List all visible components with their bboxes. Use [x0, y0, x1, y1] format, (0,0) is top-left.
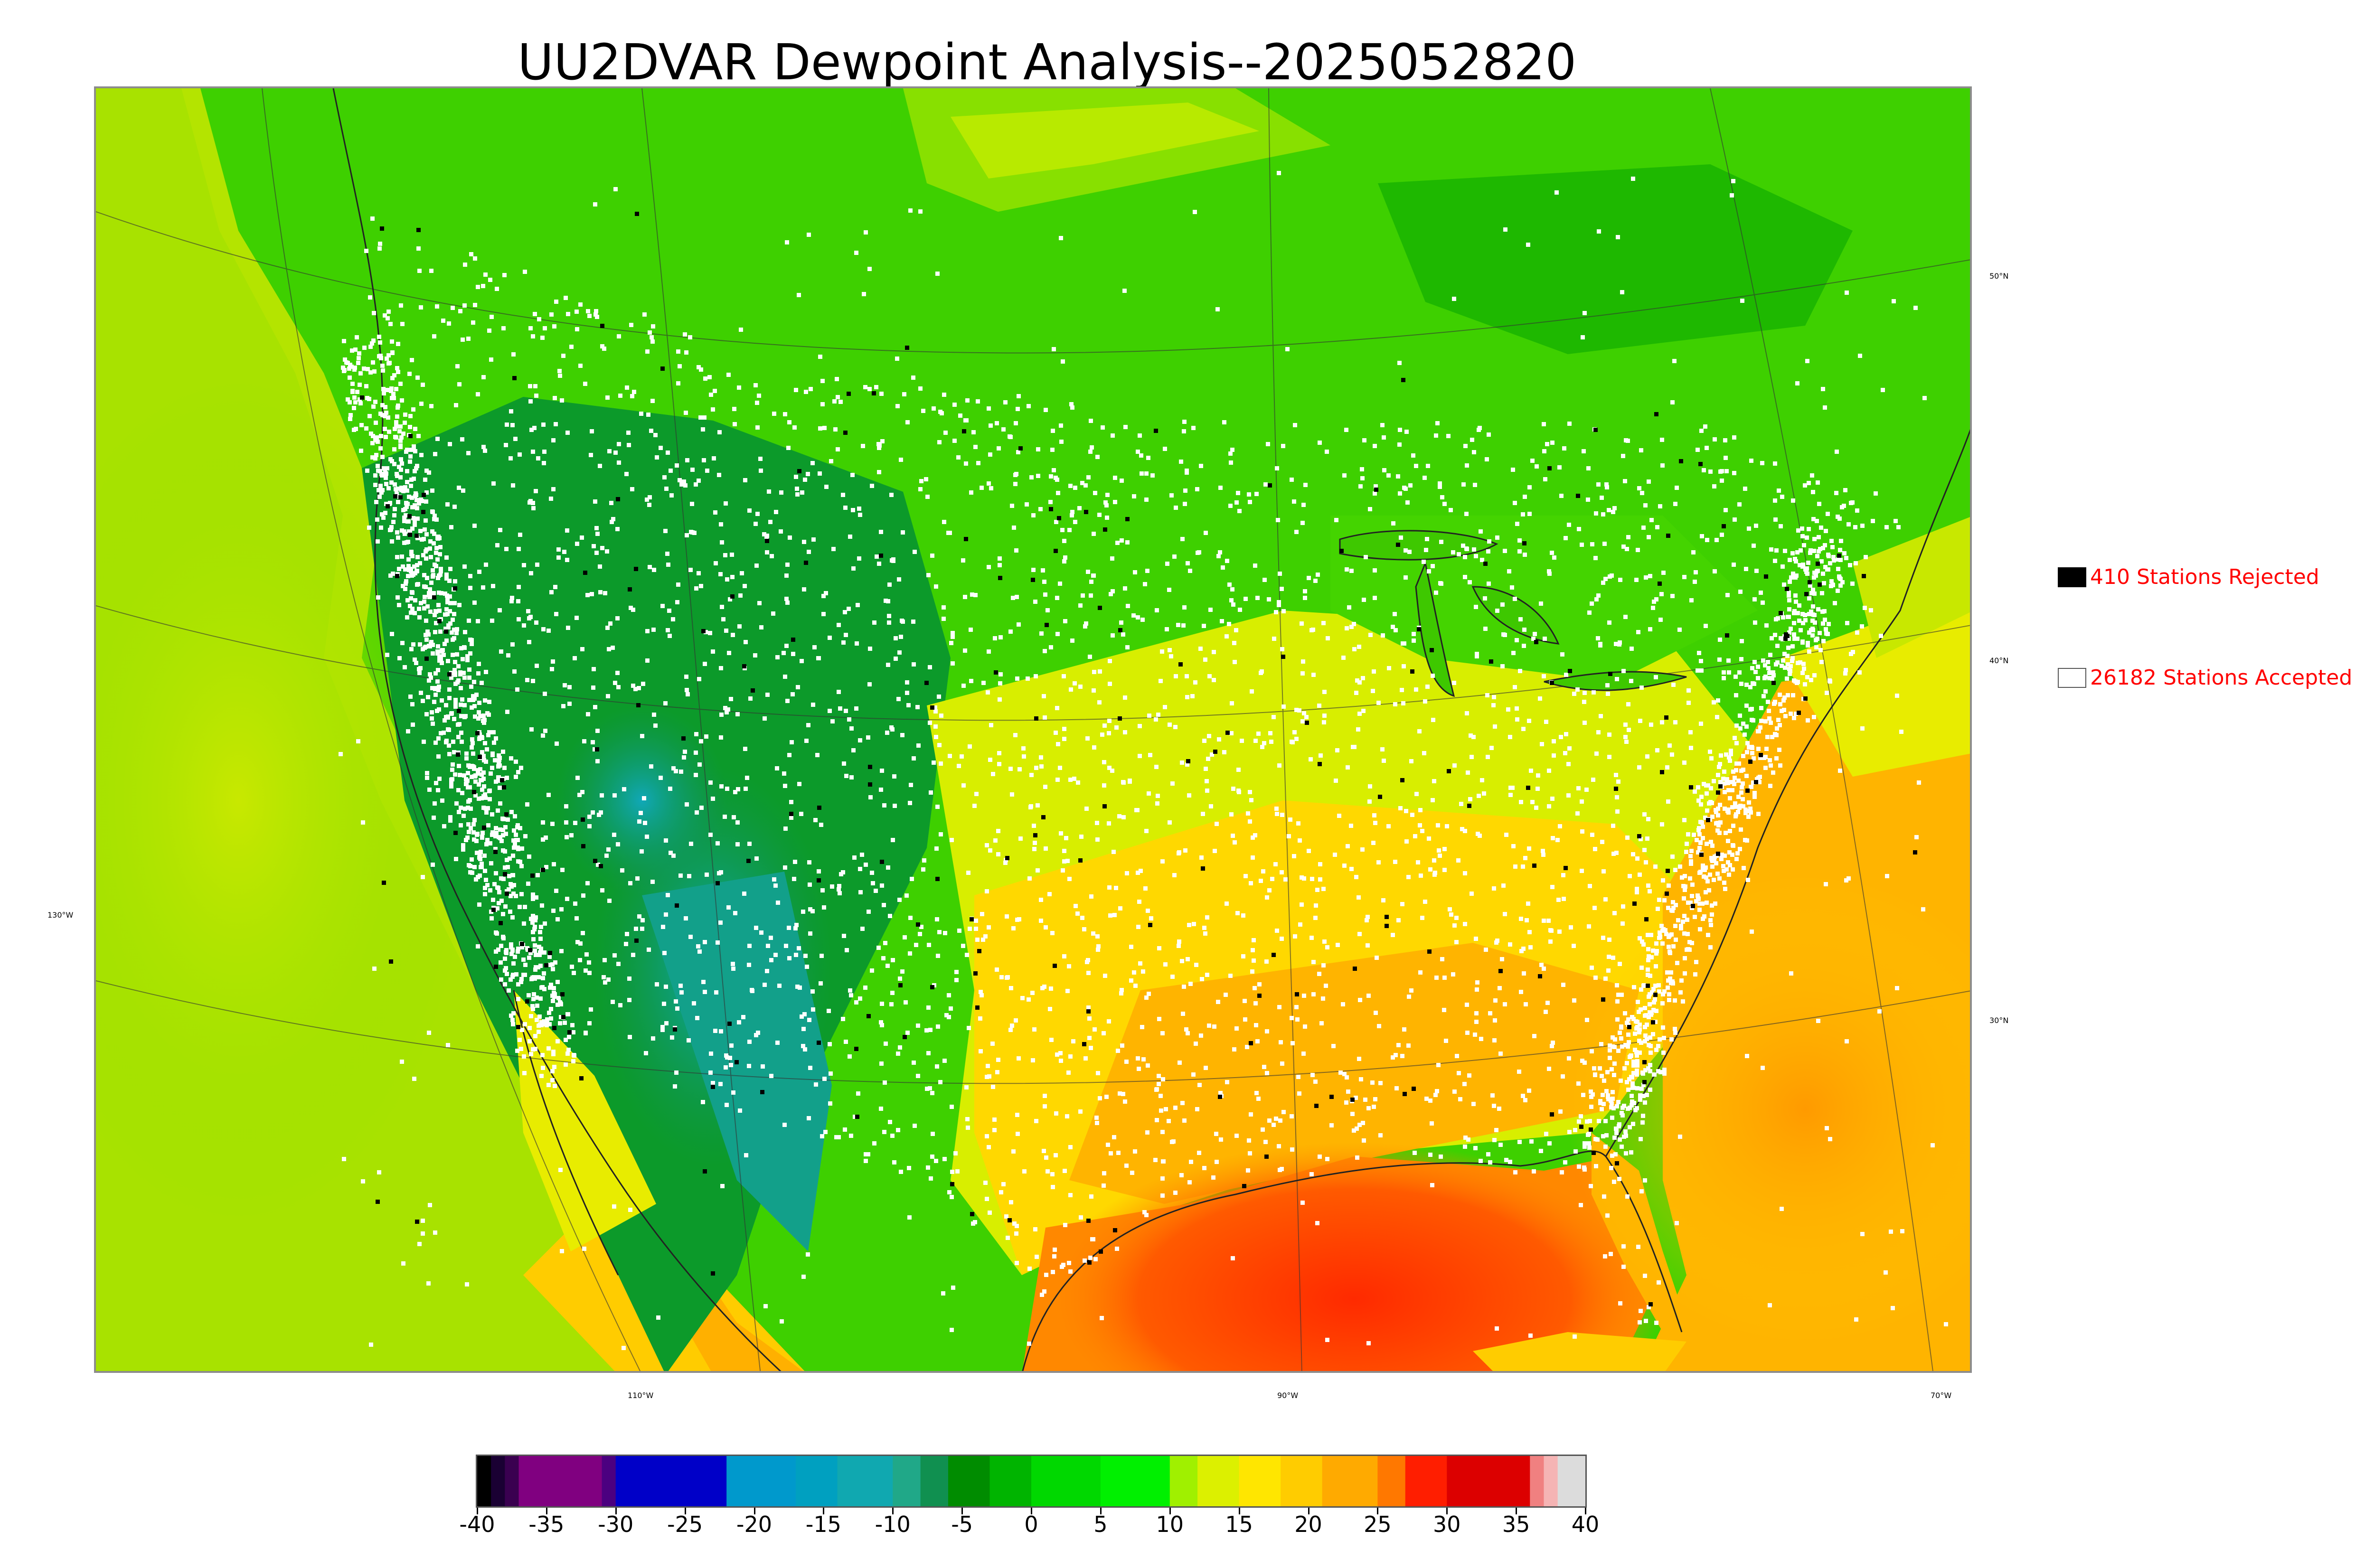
colorbar-band — [1239, 1456, 1281, 1506]
colorbar-tick — [754, 1508, 755, 1514]
colorbar-tick — [892, 1508, 894, 1514]
colorbar-tick-label: 15 — [1225, 1512, 1253, 1537]
graticule — [96, 88, 1970, 1371]
accepted-swatch — [2058, 667, 2086, 688]
lon-label-130w: 130°W — [47, 911, 74, 920]
colorbar-band — [1557, 1456, 1585, 1506]
colorbar-tick-label: -25 — [667, 1512, 703, 1537]
colorbar-tick — [477, 1508, 478, 1514]
colorbar-band — [837, 1456, 893, 1506]
colorbar-bands — [477, 1456, 1585, 1506]
colorbar-band — [518, 1456, 603, 1506]
colorbar-tick-label: -40 — [459, 1512, 495, 1537]
colorbar-tick-label: -30 — [598, 1512, 634, 1537]
legend-accepted: 26182 Stations Accepted — [2058, 666, 2352, 690]
colorbar-tick — [1446, 1508, 1448, 1514]
colorbar-tick — [1585, 1508, 1586, 1514]
lat-label-50n: 50°N — [1989, 272, 2009, 281]
colorbar-band — [1322, 1456, 1378, 1506]
colorbar-tick — [1308, 1508, 1309, 1514]
colorbar-band — [477, 1456, 491, 1506]
colorbar-tick — [1516, 1508, 1517, 1514]
lon-label-110w: 110°W — [628, 1391, 654, 1400]
colorbar-band — [920, 1456, 949, 1506]
legend-rejected: 410 Stations Rejected — [2058, 565, 2319, 589]
colorbar-tick-label: -10 — [875, 1512, 911, 1537]
colorbar-band — [1100, 1456, 1170, 1506]
colorbar-tick-label: 5 — [1093, 1512, 1108, 1537]
colorbar-tick-label: 40 — [1571, 1512, 1600, 1537]
colorbar-tick-label: 30 — [1432, 1512, 1461, 1537]
colorbar-band — [948, 1456, 990, 1506]
colorbar-tick-label: 0 — [1024, 1512, 1038, 1537]
colorbar-tick-label: 35 — [1502, 1512, 1530, 1537]
lat-label-30n: 30°N — [1989, 1016, 2009, 1025]
colorbar-tick-label: -5 — [951, 1512, 973, 1537]
colorbar-band — [1530, 1456, 1544, 1506]
accepted-stations — [339, 171, 1948, 1350]
colorbar-band — [1544, 1456, 1558, 1506]
colorbar-tick-label: -20 — [736, 1512, 772, 1537]
colorbar-tick-label: -35 — [528, 1512, 565, 1537]
rejected-label: 410 Stations Rejected — [2090, 565, 2319, 589]
colorbar-band — [1405, 1456, 1447, 1506]
colorbar-band — [505, 1456, 519, 1506]
lat-label-40n: 40°N — [1989, 656, 2009, 665]
colorbar-band — [1169, 1456, 1198, 1506]
colorbar-band — [893, 1456, 921, 1506]
colorbar-tick — [1169, 1508, 1171, 1514]
colorbar-band — [1447, 1456, 1530, 1506]
colorbar-tick — [615, 1508, 617, 1514]
colorbar-tick-label: 10 — [1156, 1512, 1184, 1537]
dewpoint-map — [94, 86, 1972, 1373]
colorbar-band — [726, 1456, 796, 1506]
colorbar-tick — [1031, 1508, 1032, 1514]
colorbar-tick — [546, 1508, 547, 1514]
colorbar — [476, 1455, 1587, 1508]
colorbar-tick — [961, 1508, 963, 1514]
map-title: UU2DVAR Dewpoint Analysis--2025052820 — [518, 33, 1577, 91]
colorbar-tick-label: -15 — [805, 1512, 841, 1537]
colorbar-tick — [823, 1508, 825, 1514]
rejected-stations — [360, 212, 1917, 1306]
colorbar-band — [1197, 1456, 1240, 1506]
colorbar-band — [615, 1456, 727, 1506]
colorbar-band — [1377, 1456, 1406, 1506]
colorbar-band — [796, 1456, 838, 1506]
colorbar-tick — [1238, 1508, 1240, 1514]
colorbar-band — [1281, 1456, 1323, 1506]
rejected-swatch — [2058, 567, 2086, 587]
colorbar-band — [491, 1456, 505, 1506]
lon-label-70w: 70°W — [1931, 1391, 1952, 1400]
colorbar-tick — [1100, 1508, 1102, 1514]
colorbar-band — [1031, 1456, 1101, 1506]
colorbar-tick — [684, 1508, 686, 1514]
colorbar-tick-label: 20 — [1294, 1512, 1322, 1537]
colorbar-tick-label: 25 — [1364, 1512, 1392, 1537]
lon-label-90w: 90°W — [1277, 1391, 1299, 1400]
colorbar-tick — [1377, 1508, 1379, 1514]
colorbar-band — [989, 1456, 1032, 1506]
accepted-label: 26182 Stations Accepted — [2090, 666, 2353, 690]
map-canvas — [96, 88, 1970, 1371]
colorbar-band — [602, 1456, 616, 1506]
